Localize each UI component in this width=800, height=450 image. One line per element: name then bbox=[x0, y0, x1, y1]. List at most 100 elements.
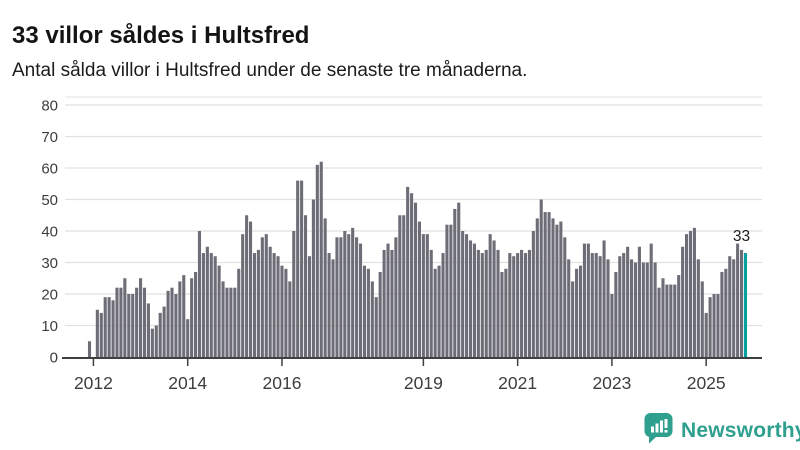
bar bbox=[445, 224, 449, 357]
bar bbox=[127, 294, 131, 357]
bar bbox=[543, 212, 547, 357]
bar bbox=[249, 221, 253, 357]
bar bbox=[166, 290, 170, 357]
bar bbox=[712, 294, 716, 357]
bar bbox=[178, 281, 182, 357]
bar bbox=[111, 300, 115, 357]
bar bbox=[575, 268, 579, 357]
y-tick-label: 80 bbox=[41, 98, 58, 115]
bar bbox=[688, 231, 693, 357]
bar bbox=[527, 249, 531, 357]
x-tick-label: 2025 bbox=[687, 373, 726, 393]
bar bbox=[264, 234, 268, 357]
bar bbox=[209, 253, 213, 357]
bar bbox=[221, 281, 225, 357]
bar bbox=[610, 294, 614, 357]
bar bbox=[307, 256, 312, 357]
bar bbox=[386, 243, 390, 357]
bar bbox=[413, 202, 418, 357]
bar bbox=[539, 199, 543, 357]
newsworthy-wordmark: Newsworthy bbox=[681, 419, 800, 442]
bar bbox=[594, 253, 598, 357]
y-tick-label: 50 bbox=[41, 192, 58, 209]
bar bbox=[260, 237, 264, 357]
bar bbox=[182, 275, 186, 357]
bar bbox=[374, 297, 378, 357]
bar bbox=[339, 237, 343, 357]
bar bbox=[736, 243, 740, 357]
bar bbox=[390, 249, 394, 357]
newsworthy-bubble-chart-icon bbox=[644, 413, 673, 449]
bar bbox=[197, 231, 202, 357]
bar bbox=[362, 265, 367, 357]
bar bbox=[551, 218, 555, 357]
bar bbox=[732, 259, 736, 357]
bar bbox=[421, 234, 425, 357]
bar bbox=[578, 265, 583, 357]
x-tick-label: 2021 bbox=[498, 373, 537, 393]
x-tick-label: 2019 bbox=[404, 373, 443, 393]
bar bbox=[429, 249, 433, 357]
bar bbox=[614, 271, 618, 357]
bar bbox=[370, 281, 374, 357]
bar bbox=[720, 271, 724, 357]
bar bbox=[685, 234, 689, 357]
x-tick-label: 2023 bbox=[592, 373, 631, 393]
bar bbox=[484, 249, 488, 357]
bar bbox=[99, 312, 103, 357]
bar bbox=[241, 234, 245, 357]
bar bbox=[296, 180, 300, 357]
bar bbox=[645, 262, 649, 357]
y-tick-label: 0 bbox=[50, 350, 58, 367]
bar bbox=[131, 294, 135, 357]
bar bbox=[229, 287, 233, 357]
bar bbox=[351, 227, 355, 357]
bar bbox=[649, 243, 653, 357]
bar bbox=[449, 224, 453, 357]
bar bbox=[461, 231, 465, 357]
bar bbox=[586, 243, 590, 357]
bar bbox=[366, 268, 370, 357]
bar bbox=[323, 218, 327, 357]
bar bbox=[480, 253, 484, 357]
bar bbox=[335, 237, 339, 357]
y-tick-label: 40 bbox=[41, 224, 58, 241]
bar bbox=[728, 256, 732, 357]
bar bbox=[237, 268, 241, 357]
bar bbox=[633, 262, 638, 357]
y-tick-label: 60 bbox=[41, 161, 58, 178]
bar bbox=[559, 221, 563, 357]
bar bbox=[355, 237, 359, 357]
bar bbox=[520, 249, 524, 357]
bar bbox=[555, 224, 559, 357]
bar bbox=[417, 221, 421, 357]
bar bbox=[256, 249, 260, 357]
bar bbox=[272, 253, 276, 357]
bar bbox=[205, 246, 209, 357]
bar bbox=[425, 234, 429, 357]
bar bbox=[162, 306, 166, 357]
bar bbox=[665, 284, 669, 357]
bar bbox=[303, 215, 308, 357]
bar bbox=[457, 202, 461, 357]
bar bbox=[213, 256, 217, 357]
bar bbox=[437, 265, 441, 357]
page-title: 33 villor såldes i Hultsfred bbox=[12, 22, 310, 50]
bar bbox=[170, 287, 174, 357]
bar bbox=[696, 259, 700, 357]
bar bbox=[602, 240, 606, 357]
bar bbox=[201, 253, 205, 357]
bar bbox=[453, 208, 457, 357]
bar bbox=[315, 164, 319, 357]
bar bbox=[476, 249, 480, 357]
bar bbox=[433, 268, 437, 357]
bar bbox=[319, 161, 323, 357]
bar bbox=[673, 284, 677, 357]
bar bbox=[496, 249, 500, 357]
bar bbox=[95, 309, 99, 357]
value-annotation: 33 bbox=[733, 228, 750, 245]
bar bbox=[276, 256, 280, 357]
bar bbox=[252, 253, 257, 357]
bar bbox=[358, 243, 363, 357]
bar bbox=[567, 259, 571, 357]
